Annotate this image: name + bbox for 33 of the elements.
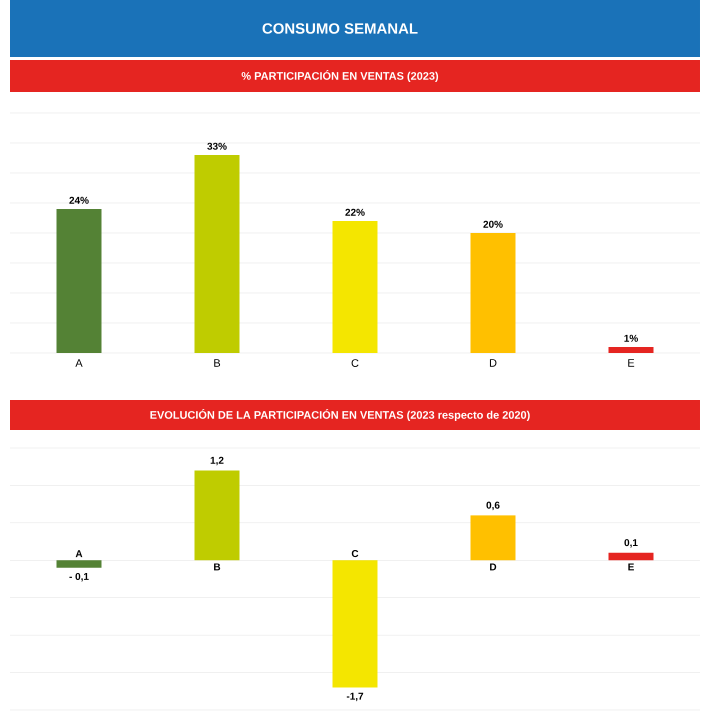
bar: [608, 552, 654, 560]
bar: [56, 560, 102, 568]
bar: [56, 208, 102, 353]
data-label: 24%: [69, 196, 89, 204]
chart-subtitle: % PARTICIPACIÓN EN VENTAS (2023): [242, 70, 438, 82]
data-label: - 0,1: [69, 572, 89, 582]
x-tick-label: D: [490, 563, 496, 570]
data-label: 22%: [345, 208, 365, 216]
x-tick-label: D: [490, 359, 496, 367]
x-tick-label: E: [628, 359, 634, 367]
bar: [332, 560, 378, 688]
bar: [194, 470, 240, 560]
data-label: 33%: [207, 142, 227, 150]
data-label: -1,7: [346, 692, 364, 702]
bar: [470, 515, 516, 560]
data-label: 1,2: [210, 456, 224, 466]
chart-title: CONSUMO SEMANAL: [262, 23, 418, 34]
bar: [332, 220, 378, 353]
x-tick-label: C: [352, 550, 358, 558]
x-tick-label: E: [628, 563, 634, 570]
chart-title: EVOLUCIÓN DE LA PARTICIPACIÓN EN VENTAS (2023 respecto de 2020): [150, 409, 530, 421]
data-label: 0,1: [624, 539, 638, 548]
bar: [470, 232, 516, 353]
x-tick-label: C: [352, 359, 359, 367]
x-tick-label: B: [214, 359, 220, 367]
x-tick-label: A: [75, 359, 83, 367]
bar: [194, 154, 240, 353]
data-label: 0,6: [486, 502, 500, 510]
data-label: 1%: [624, 334, 638, 342]
data-label: 20%: [483, 220, 503, 228]
bar: [608, 346, 654, 353]
x-tick-label: A: [76, 550, 82, 558]
x-tick-label: B: [214, 563, 220, 570]
